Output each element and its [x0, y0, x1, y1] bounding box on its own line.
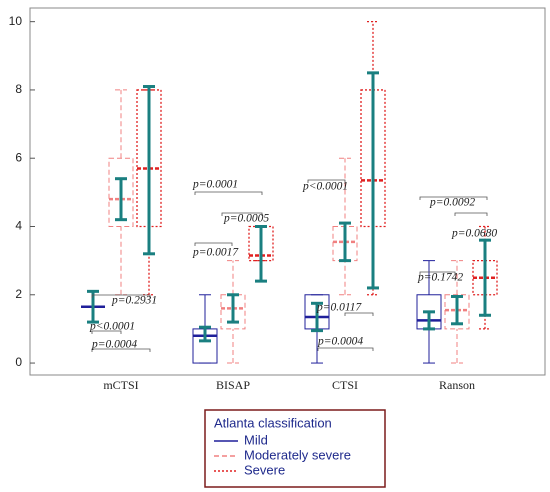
annotation-bracket	[91, 330, 122, 334]
annotation: p=0.0680	[451, 228, 497, 240]
annotation-bracket	[419, 196, 488, 200]
y-tick-label: 8	[15, 82, 22, 96]
annotation-bracket	[317, 347, 374, 351]
annotation: p=0.1742	[417, 272, 463, 284]
annotation: p=0.0001	[192, 179, 238, 191]
box	[444, 294, 470, 330]
y-tick-label: 2	[15, 287, 22, 301]
y-tick-label: 6	[15, 150, 22, 164]
legend-label: Severe	[244, 462, 285, 477]
annotation: p=0.0092	[429, 197, 475, 209]
legend-title: Atlanta classification	[214, 415, 332, 430]
annotation: p=0.0004	[91, 339, 137, 351]
y-tick-label: 10	[9, 14, 23, 28]
legend-label: Mild	[244, 432, 268, 447]
legend-label: Moderately severe	[244, 447, 351, 462]
annotation-bracket	[194, 242, 233, 246]
annotation-bracket	[91, 294, 151, 298]
y-tick-label: 4	[15, 219, 22, 233]
annotation-bracket	[454, 212, 488, 216]
x-tick-label: Ranson	[439, 378, 475, 392]
annotation-bracket	[307, 179, 346, 183]
annotation-bracket	[194, 191, 263, 195]
annotation: p=0.0005	[223, 213, 269, 225]
annotation-bracket	[91, 348, 151, 352]
x-tick-label: CTSI	[332, 378, 358, 392]
annotation: p=0.0004	[317, 336, 363, 348]
annotation: p=0.2931	[111, 295, 157, 307]
x-tick-label: BISAP	[216, 378, 250, 392]
legend-box	[204, 409, 386, 488]
y-tick-label: 0	[15, 355, 22, 369]
x-tick-label: mCTSI	[103, 378, 138, 392]
annotation-bracket	[419, 271, 456, 275]
annotation-bracket	[221, 212, 263, 216]
annotation: p<0.0001	[89, 321, 135, 333]
annotation: p=0.0117	[316, 302, 363, 314]
box	[108, 157, 134, 227]
annotation: p<0.0001	[302, 181, 348, 193]
annotation: p=0.0017	[192, 247, 239, 259]
annotation-bracket	[344, 312, 374, 316]
plot-frame	[29, 7, 546, 376]
